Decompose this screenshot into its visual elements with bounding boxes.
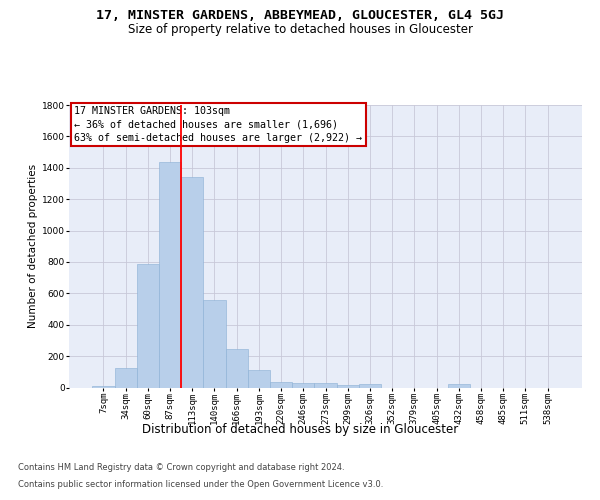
Bar xyxy=(226,348,248,388)
Bar xyxy=(359,384,381,388)
Bar xyxy=(448,384,470,388)
Bar xyxy=(248,370,270,388)
Bar xyxy=(115,368,137,388)
Y-axis label: Number of detached properties: Number of detached properties xyxy=(28,164,38,328)
Bar xyxy=(159,162,181,388)
Bar xyxy=(181,177,203,388)
Bar xyxy=(337,385,359,388)
Bar xyxy=(314,383,337,388)
Bar xyxy=(92,386,115,388)
Text: 17 MINSTER GARDENS: 103sqm
← 36% of detached houses are smaller (1,696)
63% of s: 17 MINSTER GARDENS: 103sqm ← 36% of deta… xyxy=(74,106,362,143)
Bar xyxy=(270,382,292,388)
Bar xyxy=(292,383,314,388)
Text: Contains public sector information licensed under the Open Government Licence v3: Contains public sector information licen… xyxy=(18,480,383,489)
Text: 17, MINSTER GARDENS, ABBEYMEAD, GLOUCESTER, GL4 5GJ: 17, MINSTER GARDENS, ABBEYMEAD, GLOUCEST… xyxy=(96,9,504,22)
Bar xyxy=(203,300,226,388)
Text: Size of property relative to detached houses in Gloucester: Size of property relative to detached ho… xyxy=(128,22,473,36)
Bar xyxy=(137,264,159,388)
Text: Distribution of detached houses by size in Gloucester: Distribution of detached houses by size … xyxy=(142,422,458,436)
Text: Contains HM Land Registry data © Crown copyright and database right 2024.: Contains HM Land Registry data © Crown c… xyxy=(18,464,344,472)
